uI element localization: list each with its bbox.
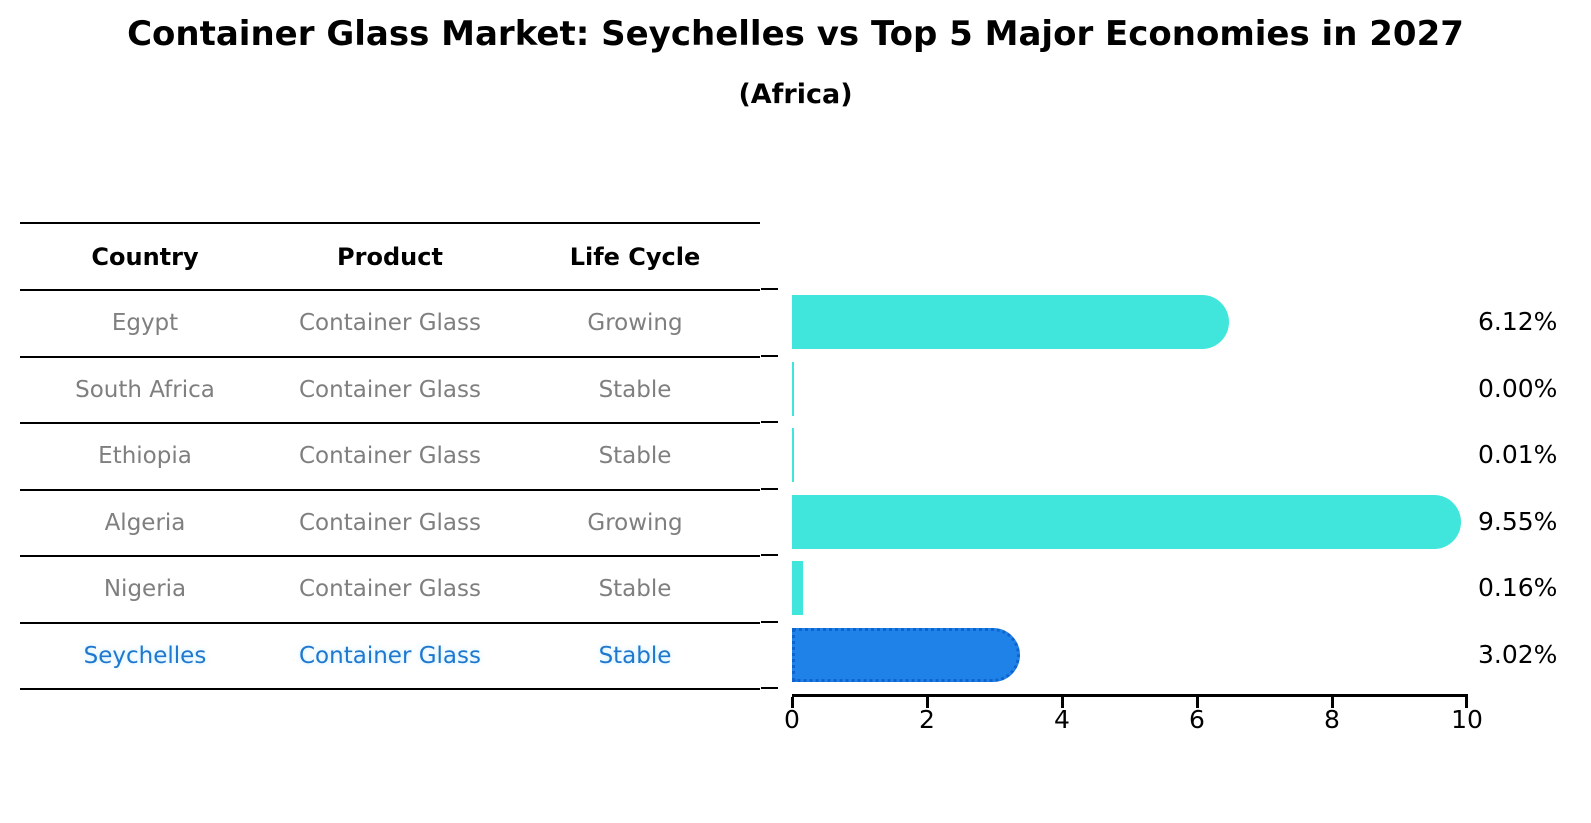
x-axis-tick [926,697,929,708]
value-label-nigeria: 0.16% [1478,573,1558,602]
column-header-product: Product [337,242,443,271]
bar-ethiopia [792,428,794,482]
cell-product: Container Glass [299,376,481,403]
column-header-life-cycle: Life Cycle [569,242,701,271]
y-axis-tick [761,554,778,556]
x-axis-tick [1196,697,1199,708]
cell-product: Container Glass [299,443,481,470]
x-axis-line [792,694,1468,697]
cell-country: Seychelles [83,642,207,669]
cell-life-cycle: Stable [598,376,672,403]
cell-product: Container Glass [299,310,481,337]
table-row-south-africa: South Africa Container Glass Stable [20,358,760,424]
column-header-country: Country [91,242,199,271]
cell-life-cycle: Stable [598,642,672,669]
cell-country: South Africa [75,376,215,403]
cell-product: Container Glass [299,509,481,536]
cell-life-cycle: Stable [598,576,672,603]
value-label-south-africa: 0.00% [1478,373,1558,403]
cell-country: Nigeria [103,576,187,603]
bar-nigeria [792,561,803,615]
cell-product: Container Glass [299,576,481,603]
cell-life-cycle: Growing [587,509,683,536]
bar-seychelles-highlighted [792,627,1020,682]
cell-life-cycle: Stable [598,443,672,470]
bar-south-africa [792,361,794,416]
cell-country: Algeria [104,509,186,536]
y-axis-tick [761,354,778,357]
page-title: Container Glass Market: Seychelles vs To… [127,14,1464,54]
bar-egypt [792,295,1230,349]
y-axis-tick [761,487,778,490]
table-header-row: Country Product Life Cycle [20,224,760,291]
x-axis-tick [1061,697,1064,708]
y-axis-tick [761,421,778,423]
cell-country: Ethiopia [98,443,192,470]
x-axis-tick-label: 2 [919,705,935,734]
y-axis-tick [761,288,778,290]
table-row-nigeria: Nigeria Container Glass Stable [20,557,760,624]
cell-life-cycle: Growing [587,310,683,337]
country-table: Country Product Life Cycle Egypt Contain… [20,222,760,690]
table-row-seychelles-highlighted: Seychelles Container Glass Stable [20,624,760,690]
bar-algeria [792,494,1461,549]
x-axis-tick [1331,697,1334,708]
value-label-ethiopia: 0.01% [1478,440,1558,469]
table-row-ethiopia: Ethiopia Container Glass Stable [20,424,760,491]
y-axis-tick [761,687,778,689]
x-axis-tick-label: 10 [1451,705,1483,734]
cell-product: Container Glass [299,642,481,669]
value-label-seychelles: 3.02% [1478,639,1558,669]
x-axis-tick-label: 8 [1324,705,1340,734]
table-row-algeria: Algeria Container Glass Growing [20,491,760,557]
x-axis-tick-label: 6 [1189,705,1205,734]
x-axis-tick [1465,697,1468,708]
x-axis-tick-label: 4 [1054,705,1070,734]
y-axis-tick [761,620,778,623]
cell-country: Egypt [111,310,179,337]
value-label-egypt: 6.12% [1478,307,1558,336]
page-subtitle: (Africa) [738,79,853,110]
value-label-algeria: 9.55% [1478,506,1558,536]
x-axis-tick-label: 0 [784,705,800,734]
table-row-egypt: Egypt Container Glass Growing [20,291,760,358]
x-axis-tick [791,697,794,708]
